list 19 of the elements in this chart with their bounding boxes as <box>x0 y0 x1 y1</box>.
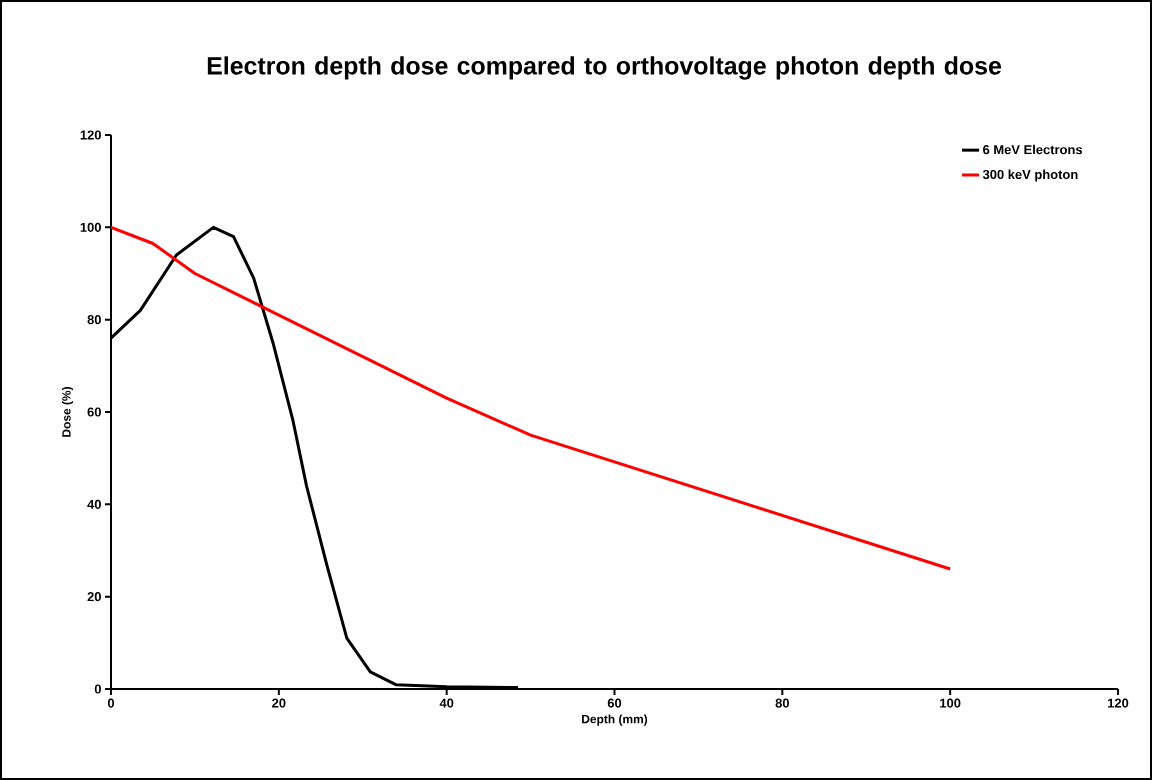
x-tick-label: 40 <box>439 698 454 708</box>
y-tick-label: 80 <box>87 315 101 325</box>
y-tick-label: 100 <box>80 222 101 232</box>
x-tick-label: 120 <box>1108 698 1129 708</box>
chart-title: Electron depth dose compared to orthovoltage photon depth dose <box>207 56 1001 80</box>
y-tick-label: 120 <box>80 130 101 140</box>
x-tick-label: 0 <box>107 698 115 708</box>
x-tick-label: 20 <box>272 698 286 708</box>
y-tick-label: 0 <box>94 684 101 694</box>
legend-label: 6 MeV Electrons <box>983 144 1083 155</box>
y-tick-label: 40 <box>87 499 101 509</box>
x-axis-title: Depth (mm) <box>582 714 648 726</box>
x-tick-label: 80 <box>775 698 789 708</box>
legend-label: 300 keV photon <box>982 169 1078 182</box>
y-tick-label: 60 <box>87 407 101 417</box>
x-tick-label: 100 <box>940 698 961 708</box>
y-tick-label: 20 <box>87 592 101 602</box>
x-tick-label: 60 <box>607 698 622 708</box>
y-axis-title: Dose (%) <box>61 387 74 437</box>
